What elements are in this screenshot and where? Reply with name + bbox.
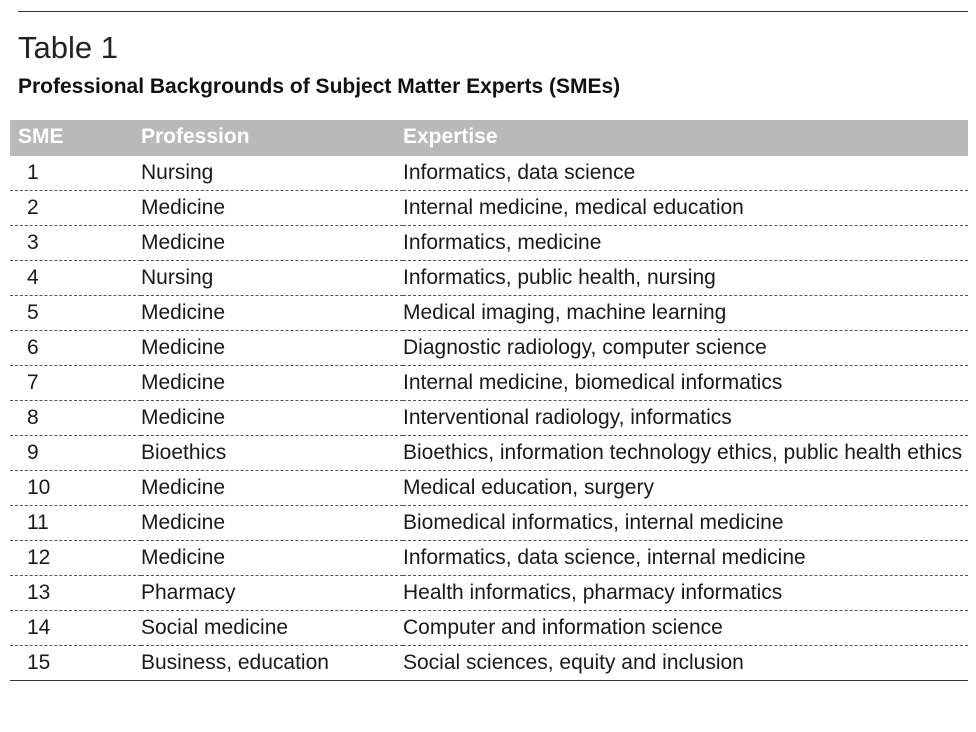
- table-row: 4 Nursing Informatics, public health, nurs…: [10, 260, 968, 296]
- table-cell: Medicine: [141, 225, 403, 261]
- table-subtitle: Professional Backgrounds of Subject Matt…: [18, 75, 621, 98]
- table-cell: Medicine: [141, 190, 403, 226]
- table-row: 13 Pharmacy Health informatics, pharmacy i…: [10, 575, 968, 611]
- table-cell: Bioethics: [141, 435, 403, 471]
- table-cell: Medicine: [141, 295, 403, 331]
- table-cell: Interventional radiology, informatics: [403, 400, 968, 436]
- table-cell: Internal medicine, medical education: [403, 190, 968, 226]
- table-body: 1 Nursing Informatics, data science 2 Medici…: [10, 155, 968, 681]
- table-row: 9 Bioethics Bioethics, information technol…: [10, 435, 968, 471]
- table-cell: Informatics, public health, nursing: [403, 260, 968, 296]
- table-cell: 9: [10, 435, 141, 471]
- table-cell: Medicine: [141, 330, 403, 366]
- table-cell: 2: [10, 190, 141, 226]
- table: SME Profession Expertise 1 Nursing Informati…: [10, 120, 968, 681]
- table-cell: Internal medicine, biomedical informatic…: [403, 365, 968, 401]
- table-cell: Informatics, medicine: [403, 225, 968, 261]
- table-cell: 5: [10, 295, 141, 331]
- table-cell: Medicine: [141, 470, 403, 506]
- table-cell: Health informatics, pharmacy informatics: [403, 575, 968, 611]
- table-cell: Business, education: [141, 645, 403, 681]
- table-cell: Medical imaging, machine learning: [403, 295, 968, 331]
- table-cell: Social sciences, equity and inclusion: [403, 645, 968, 681]
- table-cell: Social medicine: [141, 610, 403, 646]
- table-cell: 8: [10, 400, 141, 436]
- table-cell: Diagnostic radiology, computer science: [403, 330, 968, 366]
- column-header: Expertise: [403, 120, 968, 156]
- table-cell: Medicine: [141, 365, 403, 401]
- table-cell: Pharmacy: [141, 575, 403, 611]
- column-header: SME: [10, 120, 141, 156]
- top-rule: [18, 11, 968, 12]
- column-header: Profession: [141, 120, 403, 156]
- table-row: 7 Medicine Internal medicine, biomedical i…: [10, 365, 968, 401]
- table-cell: Medicine: [141, 540, 403, 576]
- table-cell: 10: [10, 470, 141, 506]
- table-cell: 12: [10, 540, 141, 576]
- table-cell: 7: [10, 365, 141, 401]
- table-cell: 15: [10, 645, 141, 681]
- table-cell: Bioethics, information technology ethics…: [403, 435, 968, 471]
- table-row: 10 Medicine Medical education, surgery: [10, 470, 968, 506]
- table-cell: Nursing: [141, 260, 403, 296]
- table-cell: 14: [10, 610, 141, 646]
- table-cell: 1: [10, 155, 141, 191]
- table-cell: Medical education, surgery: [403, 470, 968, 506]
- table-row: 8 Medicine Interventional radiology, infor…: [10, 400, 968, 436]
- table-row: 14 Social medicine Computer and informatio…: [10, 610, 968, 646]
- table-cell: Medicine: [141, 505, 403, 541]
- table-cell: Nursing: [141, 155, 403, 191]
- table-row: 3 Medicine Informatics, medicine: [10, 225, 968, 261]
- table-cell: 11: [10, 505, 141, 541]
- table-row: 1 Nursing Informatics, data science: [10, 155, 968, 191]
- table-title: Table 1: [18, 30, 118, 65]
- table-row: 5 Medicine Medical imaging, machine learni…: [10, 295, 968, 331]
- table-cell: 4: [10, 260, 141, 296]
- table-cell: Computer and information science: [403, 610, 968, 646]
- table-row: 15 Business, education Social sciences, eq…: [10, 645, 968, 681]
- table-row: 2 Medicine Internal medicine, medical educ…: [10, 190, 968, 226]
- table-cell: Informatics, data science, internal medi…: [403, 540, 968, 576]
- header-row: SME Profession Expertise: [10, 120, 968, 156]
- table-cell: Informatics, data science: [403, 155, 968, 191]
- table-row: 12 Medicine Informatics, data science, int…: [10, 540, 968, 576]
- table-row: 6 Medicine Diagnostic radiology, computer …: [10, 330, 968, 366]
- table-cell: Biomedical informatics, internal medicin…: [403, 505, 968, 541]
- table-row: 11 Medicine Biomedical informatics, intern…: [10, 505, 968, 541]
- table-cell: Medicine: [141, 400, 403, 436]
- table-cell: 3: [10, 225, 141, 261]
- table-cell: 13: [10, 575, 141, 611]
- table-cell: 6: [10, 330, 141, 366]
